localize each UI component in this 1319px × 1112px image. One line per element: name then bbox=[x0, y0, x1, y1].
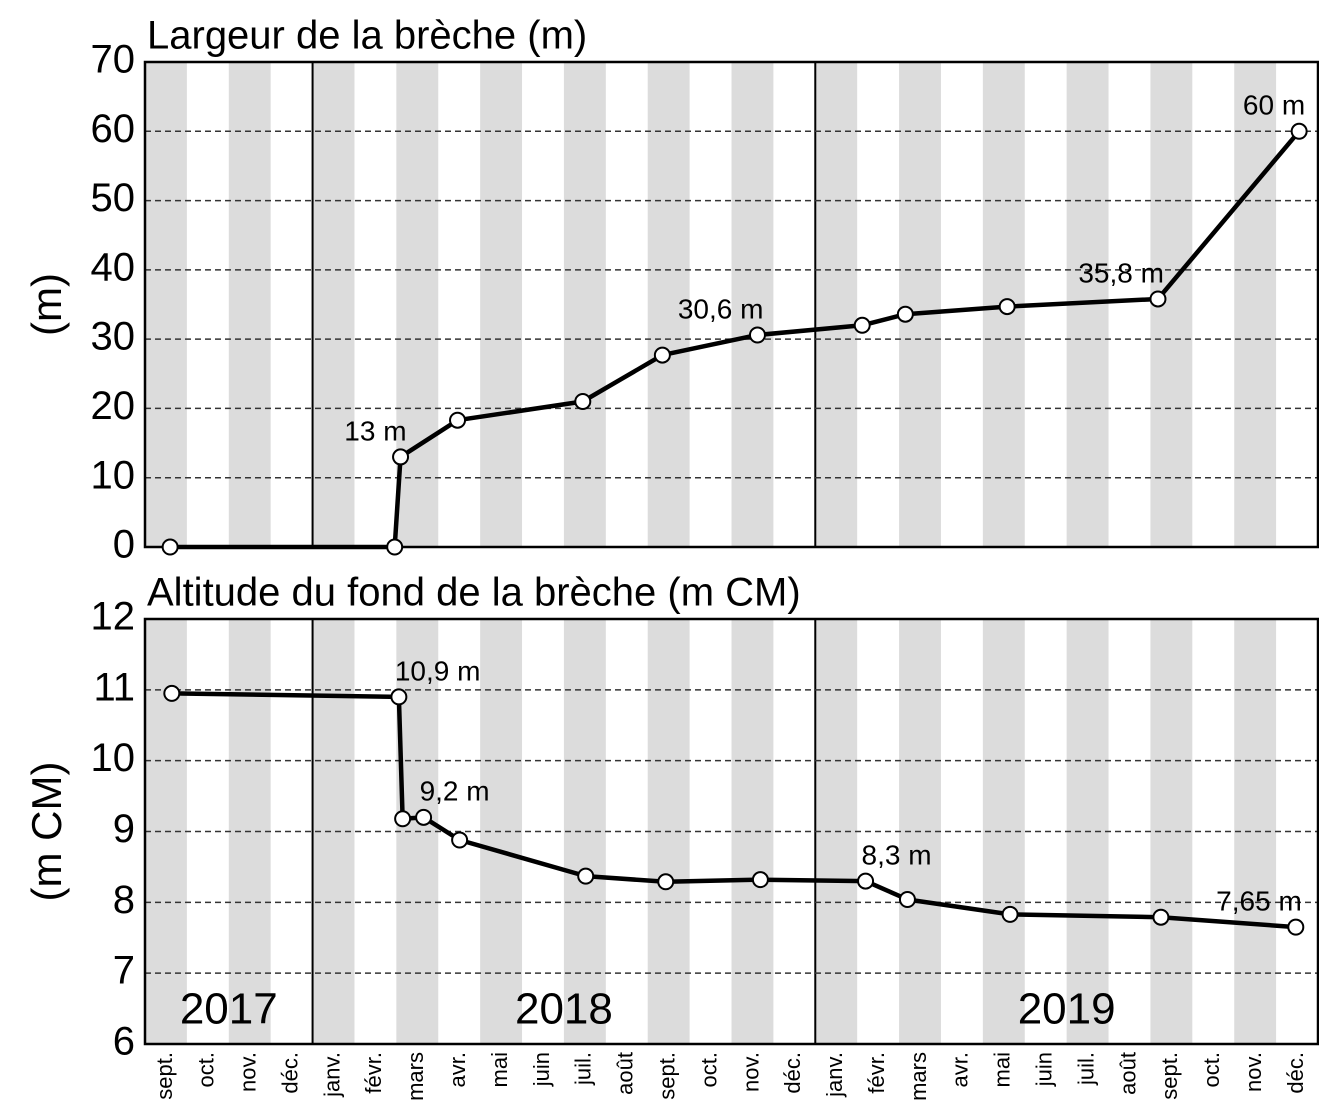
month-stripe bbox=[731, 62, 774, 547]
plot-border bbox=[143, 60, 1319, 549]
data-point bbox=[748, 326, 766, 344]
y-tick-label: 12 bbox=[91, 595, 136, 639]
x-tick-label: sept. bbox=[152, 1052, 177, 1100]
x-tick-label: mars bbox=[403, 1052, 428, 1101]
x-tick-label: avr. bbox=[445, 1052, 470, 1087]
x-tick-label: oct. bbox=[194, 1052, 219, 1087]
data-point bbox=[415, 808, 433, 826]
y-axis-label: (m) bbox=[23, 273, 70, 336]
x-tick-label: oct. bbox=[696, 1052, 721, 1087]
y-tick-label: 7 bbox=[113, 949, 135, 993]
data-point bbox=[163, 684, 181, 702]
year-label: 2017 bbox=[180, 985, 278, 1034]
data-point bbox=[577, 867, 595, 885]
plot-border bbox=[143, 617, 1319, 1046]
y-tick-label: 0 bbox=[113, 523, 135, 567]
data-point bbox=[161, 538, 179, 556]
value-label: 7,65 m bbox=[1216, 886, 1302, 917]
year-label: 2018 bbox=[515, 985, 613, 1034]
x-tick-label: nov. bbox=[236, 1052, 261, 1092]
y-tick-label: 10 bbox=[91, 453, 136, 497]
month-stripe bbox=[396, 62, 439, 547]
data-point bbox=[898, 891, 916, 908]
month-stripe bbox=[815, 62, 858, 547]
data-point bbox=[392, 448, 410, 466]
y-tick-label: 9 bbox=[113, 807, 135, 851]
data-point bbox=[386, 538, 404, 556]
value-label: 60 m bbox=[1243, 90, 1305, 121]
x-tick-label: avr. bbox=[948, 1052, 973, 1087]
x-tick-label: févr. bbox=[361, 1052, 386, 1094]
value-label: 8,3 m bbox=[862, 839, 932, 870]
y-tick-label: 10 bbox=[91, 736, 136, 780]
x-tick-label: janv. bbox=[319, 1052, 344, 1098]
y-tick-label: 70 bbox=[91, 38, 136, 82]
y-axis-label: (m CM) bbox=[23, 762, 70, 902]
value-label: 13 m bbox=[344, 415, 406, 446]
data-point bbox=[390, 688, 408, 706]
data-point bbox=[1001, 905, 1019, 923]
month-stripe bbox=[899, 62, 941, 547]
month-stripe bbox=[145, 62, 187, 547]
x-tick-label: févr. bbox=[864, 1052, 889, 1094]
data-point bbox=[853, 316, 871, 334]
x-tick-label: sept. bbox=[654, 1052, 679, 1100]
data-point bbox=[1152, 908, 1170, 926]
year-label: 2019 bbox=[1018, 985, 1116, 1034]
chart-title: Altitude du fond de la brèche (m CM) bbox=[147, 571, 801, 615]
x-tick-label: mai bbox=[990, 1052, 1015, 1087]
month-stripe bbox=[480, 62, 523, 547]
x-tick-label: déc. bbox=[780, 1052, 805, 1094]
data-point bbox=[998, 298, 1016, 316]
x-tick-label: juin bbox=[1032, 1052, 1057, 1087]
data-point bbox=[451, 831, 469, 849]
data-point bbox=[857, 872, 875, 890]
x-tick-label: mars bbox=[906, 1052, 931, 1101]
data-point bbox=[574, 393, 592, 410]
data-point bbox=[1287, 918, 1305, 936]
x-tick-label: janv. bbox=[822, 1052, 847, 1098]
y-tick-label: 8 bbox=[113, 878, 135, 922]
data-point bbox=[394, 810, 412, 828]
value-label: 35,8 m bbox=[1078, 257, 1164, 288]
data-point bbox=[1290, 122, 1308, 140]
y-tick-label: 50 bbox=[91, 176, 136, 220]
x-tick-label: juil. bbox=[1073, 1052, 1098, 1086]
x-tick-label: juil. bbox=[571, 1052, 596, 1086]
month-stripe bbox=[1234, 62, 1277, 547]
chart-title: Largeur de la brèche (m) bbox=[147, 14, 587, 58]
y-tick-label: 40 bbox=[91, 245, 136, 289]
month-stripe bbox=[563, 62, 606, 547]
month-stripe bbox=[312, 62, 355, 547]
x-tick-label: déc. bbox=[1283, 1052, 1308, 1094]
x-tick-label: août bbox=[1115, 1052, 1140, 1095]
value-label: 9,2 m bbox=[420, 776, 490, 807]
data-point bbox=[896, 305, 914, 323]
x-tick-label: juin bbox=[529, 1052, 554, 1087]
x-tick-label: nov. bbox=[1241, 1052, 1266, 1092]
data-point bbox=[751, 871, 769, 889]
x-tick-label: août bbox=[613, 1052, 638, 1095]
x-tick-label: mai bbox=[487, 1052, 512, 1087]
data-point bbox=[1149, 290, 1167, 308]
data-line bbox=[170, 129, 1301, 550]
data-point bbox=[449, 411, 467, 429]
x-tick-label: oct. bbox=[1199, 1052, 1224, 1087]
y-tick-label: 60 bbox=[91, 107, 136, 151]
data-point bbox=[657, 873, 675, 891]
month-stripe bbox=[228, 62, 271, 547]
x-tick-label: déc. bbox=[277, 1052, 302, 1094]
y-tick-label: 20 bbox=[91, 384, 136, 428]
value-label: 30,6 m bbox=[678, 293, 764, 324]
x-tick-label: nov. bbox=[738, 1052, 763, 1092]
y-tick-label: 30 bbox=[91, 315, 136, 359]
data-point bbox=[653, 346, 671, 364]
month-stripe bbox=[647, 62, 690, 547]
x-tick-label: sept. bbox=[1157, 1052, 1182, 1100]
y-tick-label: 6 bbox=[113, 1020, 135, 1064]
y-tick-label: 11 bbox=[93, 665, 135, 709]
value-label: 10,9 m bbox=[395, 655, 481, 686]
